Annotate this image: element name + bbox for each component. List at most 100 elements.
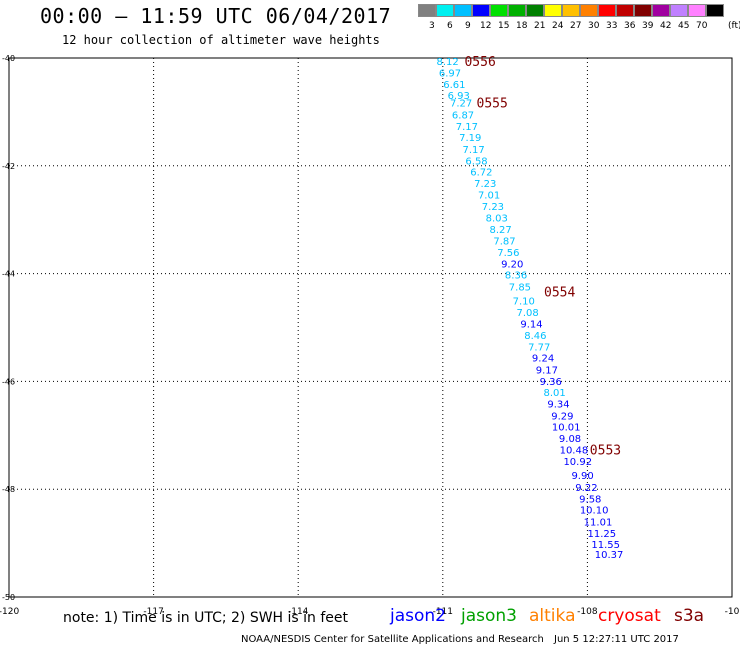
scale-swatch <box>652 4 670 17</box>
swh-point-label: 8.01 <box>543 388 565 399</box>
swh-point-label: 8.12 <box>436 57 458 68</box>
scale-tick-label: 9 <box>465 21 471 31</box>
pass-time-label: 0554 <box>544 285 575 300</box>
swh-point-label: 10.37 <box>595 550 624 561</box>
swh-point-label: 9.17 <box>536 366 558 377</box>
scale-swatch <box>544 4 562 17</box>
scale-tick-label: 12 <box>480 21 492 31</box>
scale-tick-label: 21 <box>534 21 546 31</box>
swh-point-label: 9.90 <box>571 471 593 482</box>
swh-point-label: 7.08 <box>516 308 538 319</box>
swh-point-label: 8.27 <box>490 225 512 236</box>
scale-swatch <box>472 4 490 17</box>
swh-point-label: 7.77 <box>528 342 550 353</box>
scale-swatch <box>418 4 436 17</box>
scale-tick-label: 70 <box>696 21 708 31</box>
credit-text: NOAA/NESDIS Center for Satellite Applica… <box>241 634 544 645</box>
scale-tick-label: 3 <box>429 21 435 31</box>
swh-point-label: 9.29 <box>551 411 573 422</box>
plot-frame <box>8 57 733 598</box>
swh-point-label: 9.22 <box>575 483 597 494</box>
swh-point-label: 7.17 <box>463 145 485 156</box>
swh-point-label: 6.61 <box>443 80 465 91</box>
scale-swatch <box>454 4 472 17</box>
scale-swatch <box>526 4 544 17</box>
swh-point-label: 8.46 <box>524 331 546 342</box>
swh-point-label: 7.85 <box>509 283 531 294</box>
swh-point-label: 9.24 <box>532 354 554 365</box>
swh-point-label: 7.87 <box>493 237 515 248</box>
scale-tick-label: 24 <box>552 21 564 31</box>
swh-point-label: 9.14 <box>520 320 542 331</box>
scale-swatch <box>562 4 580 17</box>
scale-swatch <box>634 4 652 17</box>
scale-tick-label: 18 <box>516 21 528 31</box>
swh-point-label: 7.23 <box>482 202 504 213</box>
scale-tick-label: 45 <box>678 21 690 31</box>
y-tick-label: -48 <box>2 485 15 494</box>
swh-point-label: 6.58 <box>465 156 487 167</box>
scale-tick-label: 27 <box>570 21 582 31</box>
swh-point-label: 7.01 <box>478 190 500 201</box>
y-tick-label: -50 <box>2 593 15 602</box>
x-tick-label: -10 <box>725 607 740 617</box>
generated-timestamp: Jun 5 12:27:11 UTC 2017 <box>554 634 679 645</box>
swh-point-label: 8.03 <box>486 214 508 225</box>
scale-swatch <box>706 4 724 17</box>
satellite-label-cryosat: cryosat <box>598 606 661 626</box>
y-tick-label: -44 <box>2 270 15 279</box>
scale-swatch <box>598 4 616 17</box>
swh-point-label: 10.10 <box>580 506 609 517</box>
swh-point-label: 9.08 <box>559 434 581 445</box>
scale-tick-label: 33 <box>606 21 618 31</box>
satellite-label-jason3: jason3 <box>461 606 517 626</box>
scale-swatch <box>688 4 706 17</box>
scale-swatch <box>616 4 634 17</box>
scale-tick-label: 30 <box>588 21 600 31</box>
page-title: 00:00 – 11:59 UTC 06/04/2017 <box>40 4 392 28</box>
x-tick-label: -111 <box>433 607 453 617</box>
swh-point-label: 6.87 <box>452 111 474 122</box>
swh-point-label: 7.27 <box>450 99 472 110</box>
x-tick-label: -117 <box>143 607 163 617</box>
x-tick-label: -108 <box>577 607 598 617</box>
scale-tick-label: 6 <box>447 21 453 31</box>
swh-point-label: 10.92 <box>563 457 592 468</box>
pass-time-label: 0553 <box>590 443 621 458</box>
swh-point-label: 7.17 <box>456 122 478 133</box>
pass-time-label: 0555 <box>477 97 508 112</box>
swh-point-label: 9.20 <box>501 259 523 270</box>
scale-tick-label: 42 <box>660 21 672 31</box>
x-tick-label: -114 <box>288 607 309 617</box>
x-tick-label: -120 <box>0 607 19 617</box>
scale-swatch <box>670 4 688 17</box>
satellite-label-jason2: jason2 <box>390 606 446 626</box>
swh-point-label: 7.10 <box>513 297 535 308</box>
scale-swatch <box>580 4 598 17</box>
scale-tick-label: 39 <box>642 21 654 31</box>
swh-point-label: 6.72 <box>470 168 492 179</box>
satellite-label-s3a: s3a <box>674 606 705 626</box>
swh-point-label: 7.23 <box>474 179 496 190</box>
swh-point-label: 6.97 <box>439 69 461 80</box>
scale-unit-label: (ft) <box>728 21 740 31</box>
scale-tick-label: 36 <box>624 21 636 31</box>
swh-point-label: 7.19 <box>459 133 481 144</box>
swh-point-label: 9.58 <box>579 494 601 505</box>
swh-point-label: 9.34 <box>547 399 569 410</box>
scale-swatch <box>508 4 526 17</box>
swh-point-label: 10.48 <box>560 445 589 456</box>
y-tick-label: -40 <box>2 54 15 63</box>
swh-point-label: 7.56 <box>497 248 519 259</box>
swh-point-label: 11.01 <box>584 518 613 529</box>
pass-time-label: 0556 <box>464 55 495 70</box>
swh-point-label: 10.01 <box>552 423 581 434</box>
swh-point-label: 11.25 <box>588 529 617 540</box>
scale-swatch <box>490 4 508 17</box>
y-tick-label: -46 <box>2 377 15 386</box>
satellite-label-altika: altika <box>529 606 576 626</box>
swh-point-label: 6.93 <box>448 91 470 102</box>
scale-swatch <box>436 4 454 17</box>
scale-tick-label: 15 <box>498 21 510 31</box>
